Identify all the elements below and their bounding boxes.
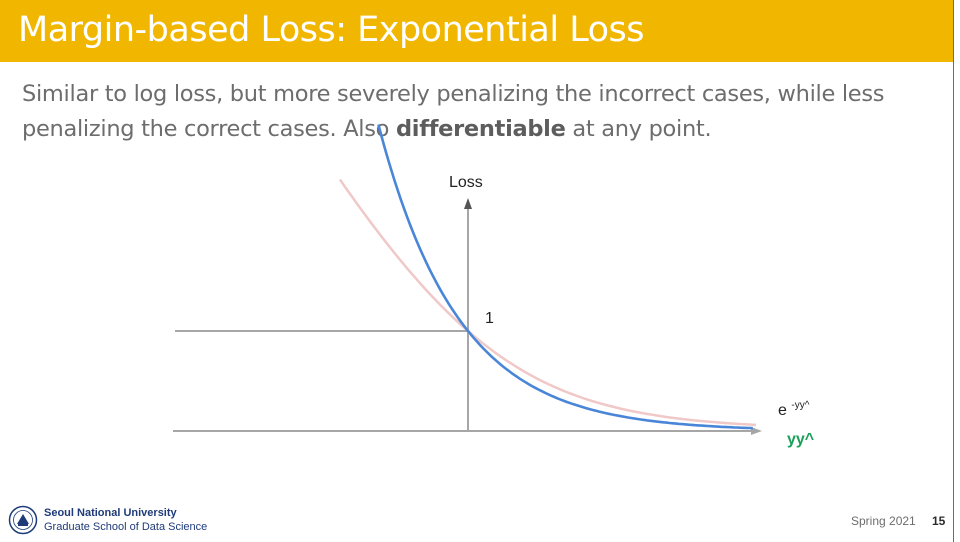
series-label-exp: e -yy^ bbox=[778, 400, 810, 419]
point-label-one: 1 bbox=[485, 310, 494, 327]
body-text-start: Similar to log loss, but more severely p… bbox=[22, 81, 885, 142]
slide-body-text: Similar to log loss, but more severely p… bbox=[22, 77, 922, 147]
body-text-emphasis: differentiable bbox=[395, 116, 566, 142]
title-bar: Margin-based Loss: Exponential Loss bbox=[0, 0, 953, 62]
slide-title: Margin-based Loss: Exponential Loss bbox=[18, 10, 645, 50]
series-line-exp-loss bbox=[377, 124, 753, 430]
page-number: 15 bbox=[932, 514, 946, 528]
school-name: Graduate School of Data Science bbox=[44, 521, 208, 533]
slide-edge bbox=[953, 0, 954, 542]
footer-date: Spring 2021 bbox=[851, 514, 916, 528]
university-name: Seoul National University bbox=[44, 507, 177, 519]
x-axis-arrow bbox=[751, 427, 762, 435]
x-axis-label: yy^ bbox=[787, 431, 814, 448]
university-seal-icon bbox=[8, 505, 38, 535]
body-text-end: at any point. bbox=[565, 116, 712, 142]
y-axis-label: Loss bbox=[449, 174, 483, 191]
series-label-base: e bbox=[778, 402, 787, 419]
series-line-log-loss bbox=[338, 178, 757, 427]
series-label-superscript: -yy^ bbox=[791, 400, 809, 411]
y-axis-arrow bbox=[464, 198, 472, 209]
